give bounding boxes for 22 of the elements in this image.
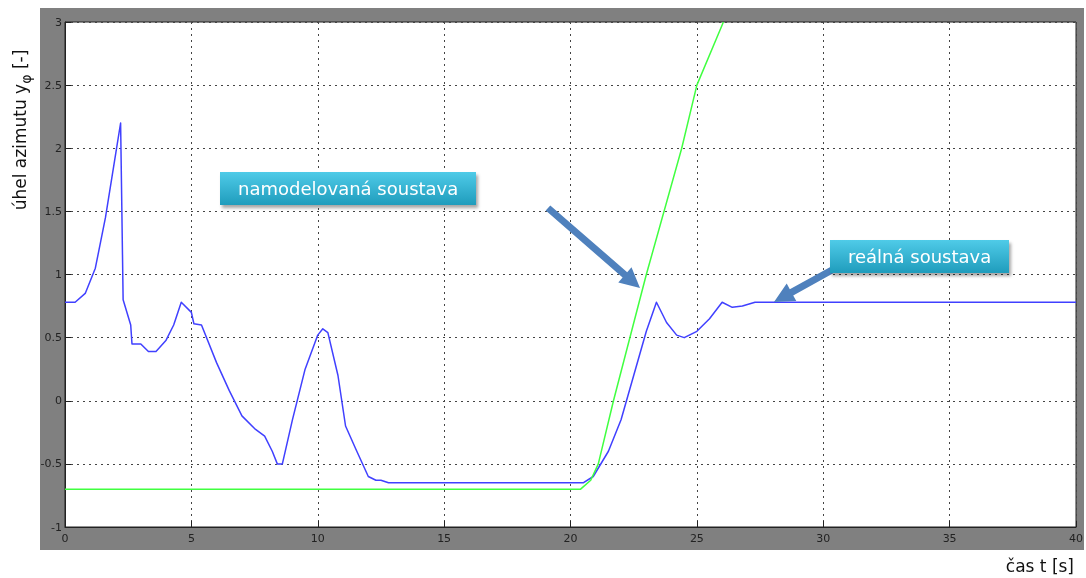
x-tick-label: 25 [689, 532, 704, 545]
annotation: reálná soustava [830, 239, 1010, 273]
annotation: namodelovaná soustava [220, 171, 477, 205]
x-tick-label: 20 [563, 532, 578, 545]
y-tick-label: 2 [55, 141, 62, 155]
line-series [64, 122, 1077, 484]
y-tick-label: 3 [55, 15, 62, 29]
y-tick-label: 1 [55, 268, 62, 281]
x-axis-title: čas t [s] [1005, 556, 1074, 576]
x-tick-label: 15 [437, 532, 452, 545]
y-tick-label: -1 [51, 520, 62, 534]
x-tick-label: 35 [942, 532, 957, 545]
y-tick-label: -0.5 [40, 457, 62, 471]
line-series [64, 21, 725, 490]
x-tick-label: 5 [187, 532, 195, 545]
y-tick-label: 0.5 [44, 331, 62, 345]
y-tick-label: 2.5 [44, 78, 62, 92]
x-tick-label: 30 [816, 532, 831, 545]
x-tick-label: 10 [310, 532, 325, 545]
y-tick-label: 0 [55, 394, 62, 408]
y-tick-label: 1.5 [44, 204, 62, 218]
x-tick-label: 40 [1069, 532, 1083, 545]
